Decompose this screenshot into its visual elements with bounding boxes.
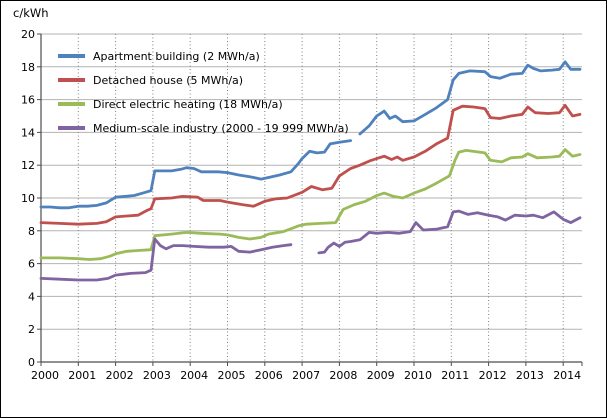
x-tick-label: 2014: [553, 369, 581, 382]
x-tick-label: 2007: [292, 369, 320, 382]
y-tick-label: 0: [28, 356, 35, 369]
legend-item-0: Apartment building (2 MWh/a): [58, 44, 349, 68]
series-line-2: [39, 148, 582, 261]
legend-swatch-icon: [58, 54, 85, 58]
y-axis-unit-label: c/kWh: [13, 6, 49, 20]
legend-swatch-icon: [58, 102, 85, 106]
series-line-3: [39, 237, 293, 282]
y-tick-label: 16: [21, 94, 35, 107]
x-tick-label: 2004: [180, 369, 208, 382]
series-line-0: [358, 60, 582, 136]
x-tick-label: 2000: [31, 369, 59, 382]
x-tick-label: 2008: [329, 369, 357, 382]
y-tick-label: 10: [21, 192, 35, 205]
x-tick-label: 2005: [218, 369, 246, 382]
y-tick-label: 12: [21, 159, 35, 172]
x-tick-label: 2010: [404, 369, 432, 382]
legend-label: Apartment building (2 MWh/a): [93, 49, 260, 63]
y-tick-label: 2: [28, 323, 35, 336]
legend-item-3: Medium-scale industry (2000 - 19 999 MWh…: [58, 116, 349, 140]
legend: Apartment building (2 MWh/a) Detached hou…: [58, 44, 349, 140]
series-line-0: [39, 139, 353, 210]
series-line-3: [317, 209, 582, 255]
x-tick-label: 2011: [441, 369, 469, 382]
y-tick-label: 4: [28, 290, 35, 303]
y-tick-label: 18: [21, 61, 35, 74]
y-tick-label: 20: [21, 28, 35, 41]
x-tick-label: 2001: [68, 369, 96, 382]
x-tick-label: 2013: [516, 369, 544, 382]
legend-label: Medium-scale industry (2000 - 19 999 MWh…: [93, 121, 349, 135]
legend-item-1: Detached house (5 MWh/a): [58, 68, 349, 92]
x-tick-label: 2012: [479, 369, 507, 382]
x-tick-label: 2006: [255, 369, 283, 382]
x-tick-label: 2009: [367, 369, 395, 382]
legend-item-2: Direct electric heating (18 MWh/a): [58, 92, 349, 116]
x-tick-label: 2003: [143, 369, 171, 382]
y-tick-label: 8: [28, 225, 35, 238]
series-line-1: [39, 103, 582, 226]
legend-swatch-icon: [58, 126, 85, 130]
legend-label: Direct electric heating (18 MWh/a): [93, 97, 283, 111]
y-tick-label: 14: [21, 126, 35, 139]
y-tick-label: 6: [28, 258, 35, 271]
legend-label: Detached house (5 MWh/a): [93, 73, 244, 87]
x-tick-label: 2002: [106, 369, 134, 382]
legend-swatch-icon: [58, 78, 85, 82]
